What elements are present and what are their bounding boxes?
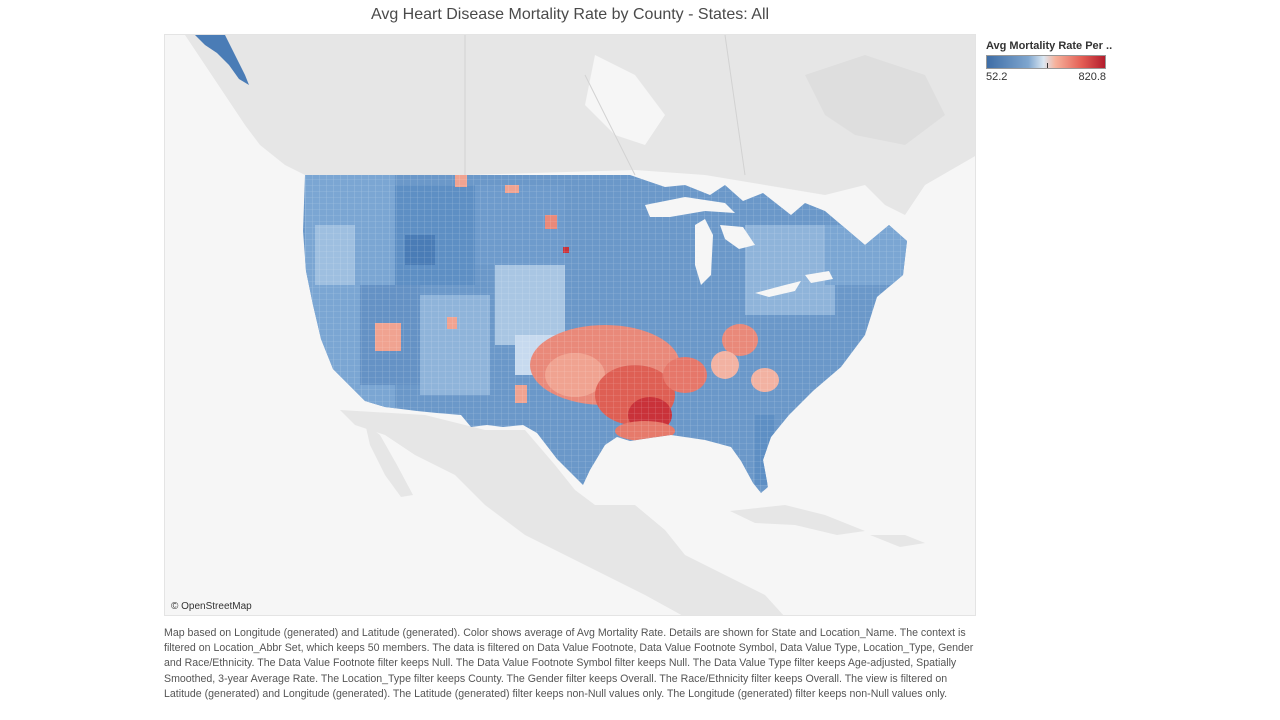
great-lakes (645, 197, 833, 297)
legend-max-label: 820.8 (1078, 71, 1106, 83)
legend-center-tick (1047, 63, 1048, 68)
chart-title: Avg Heart Disease Mortality Rate by Coun… (370, 6, 770, 23)
color-legend[interactable]: Avg Mortality Rate Per .. 52.2 820.8 (986, 40, 1114, 83)
map-canvas[interactable] (165, 35, 976, 616)
map-attribution[interactable]: © OpenStreetMap (171, 601, 252, 612)
legend-title: Avg Mortality Rate Per .. (986, 40, 1113, 52)
legend-min-label: 52.2 (986, 71, 1008, 83)
map-view[interactable]: © OpenStreetMap (164, 34, 976, 616)
view-caption: Map based on Longitude (generated) and L… (164, 627, 974, 700)
legend-color-ramp (986, 55, 1106, 69)
basemap-land (185, 35, 975, 615)
